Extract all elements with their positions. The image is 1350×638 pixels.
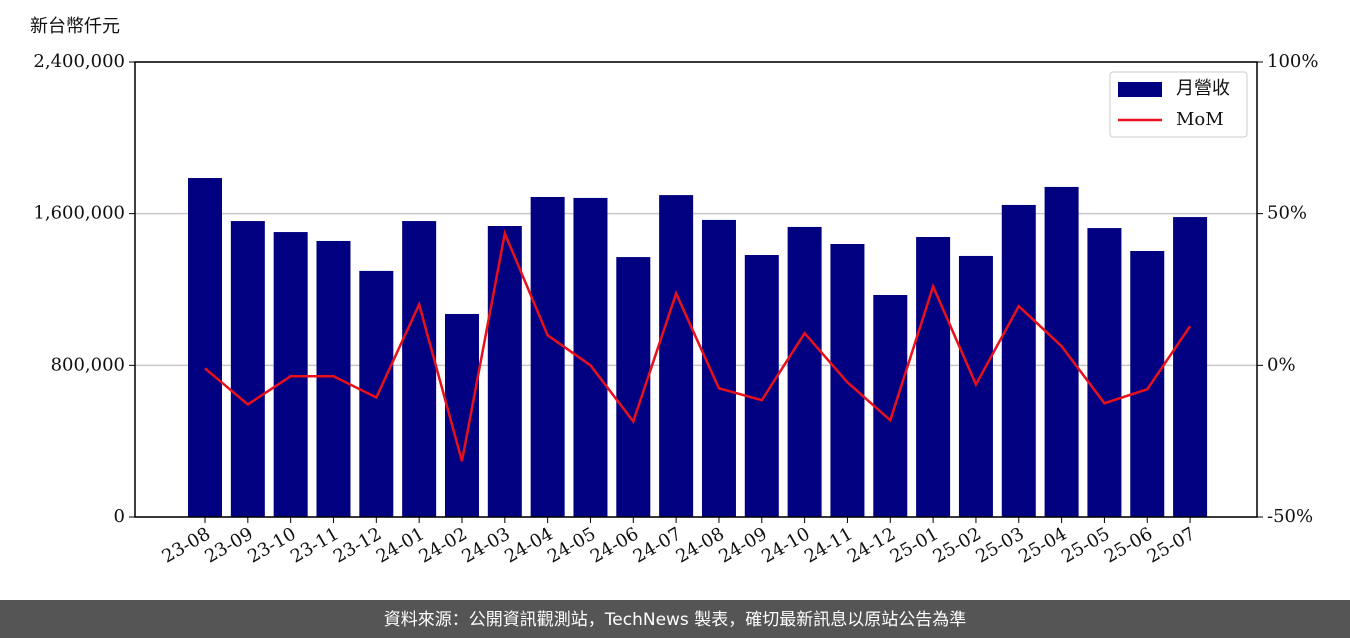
bar [1087,228,1122,517]
bar [273,232,308,517]
x-tick-label: 24-02 [416,523,471,567]
x-tick-label: 25-01 [887,523,942,567]
x-tick-label: 25-06 [1101,523,1156,567]
x-tick-label: 23-11 [287,523,342,567]
bar [659,195,694,517]
y-tick-label: 800,000 [51,354,125,375]
legend-swatch [1118,82,1162,97]
x-tick-label: 24-01 [373,523,428,567]
x-tick-label: 24-05 [544,523,599,567]
x-tick-label: 24-09 [715,523,770,567]
bar [873,294,908,517]
y-tick-label: 2,400,000 [33,51,125,72]
bar [402,221,437,517]
y2-tick-label: -50% [1267,506,1313,527]
bar [359,270,394,517]
bar [530,196,565,517]
y2-tick-label: 50% [1267,203,1307,224]
legend-label: 月營收 [1176,78,1230,99]
bar [487,225,522,518]
bar [1173,217,1208,517]
bar [188,178,222,517]
x-tick-label: 24-11 [801,523,856,567]
x-tick-label: 24-03 [458,523,513,567]
x-tick-label: 24-06 [587,523,642,567]
x-tick-label: 24-10 [758,523,813,567]
x-tick-label: 24-08 [673,523,728,567]
bar [1001,204,1036,517]
x-tick-label: 23-09 [201,523,256,567]
y-tick-label: 0 [114,506,125,527]
bar [1044,186,1079,517]
x-tick-label: 25-05 [1058,523,1113,567]
bar [230,221,265,517]
y2-tick-label: 100% [1267,51,1318,72]
x-tick-label: 23-08 [159,523,214,567]
bar [1130,251,1165,517]
x-tick-label: 25-03 [972,523,1027,567]
y-tick-label: 1,600,000 [33,203,125,224]
plot-frame [134,61,1258,518]
y2-tick-label: 0% [1267,354,1296,375]
line [204,229,1192,462]
x-tick-label: 23-12 [330,523,385,567]
legend-label: MoM [1176,109,1224,130]
bar [316,240,351,517]
x-tick-label: 23-10 [244,523,299,567]
x-tick-label: 25-04 [1015,523,1070,567]
bar [916,236,951,517]
bar [701,219,736,517]
footer: 資料來源：公開資訊觀測站，TechNews 製表，確切最新訊息以原站公告為準 [384,610,966,630]
unit-label: 新台幣仟元 [30,16,120,37]
x-tick-label: 24-12 [844,523,899,567]
x-tick-label: 25-02 [930,523,985,567]
x-tick-label: 24-07 [630,523,685,567]
footer-bar [0,600,1350,638]
x-tick-label: 24-04 [501,523,556,567]
x-tick-label: 25-07 [1144,523,1199,567]
bar [787,226,822,517]
bar [744,254,779,517]
